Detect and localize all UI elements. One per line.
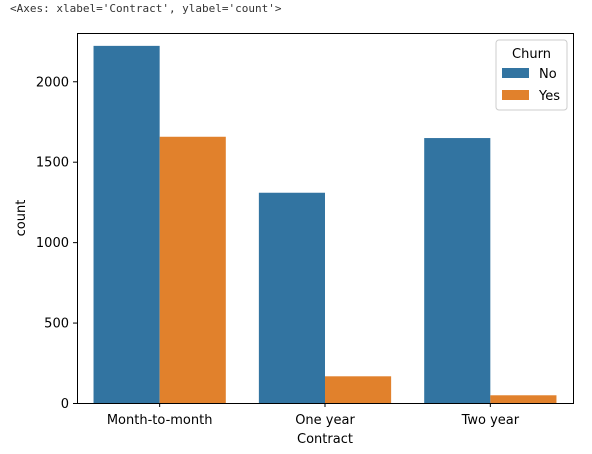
- x-tick-label: Month-to-month: [107, 413, 213, 428]
- bar-yes-month-to-month: [159, 136, 226, 403]
- axes-repr-text: <Axes: xlabel='Contract', ylabel='count'…: [10, 2, 282, 15]
- x-tick-label: Two year: [461, 413, 520, 428]
- legend: Churn No Yes: [495, 39, 568, 111]
- y-tick-label: 500: [44, 317, 69, 332]
- y-axis-label: count: [14, 200, 29, 237]
- x-axis: Month-to-month One year Two year: [107, 403, 520, 428]
- y-tick-label: 1500: [36, 156, 69, 171]
- bar-yes-one-year: [325, 376, 392, 403]
- y-tick-label: 2000: [36, 75, 69, 90]
- bar-yes-two-year: [490, 395, 557, 403]
- bar-no-one-year: [258, 192, 325, 403]
- bar-no-two-year: [424, 138, 491, 404]
- y-axis: 0 500 1000 1500 2000: [36, 75, 77, 412]
- y-tick-label: 0: [61, 397, 69, 412]
- legend-title: Churn: [512, 47, 551, 62]
- legend-label-no: No: [539, 67, 557, 82]
- y-tick-label: 1000: [36, 236, 69, 251]
- x-axis-label: Contract: [297, 432, 353, 447]
- bar-no-month-to-month: [93, 45, 160, 404]
- legend-swatch-yes: [502, 90, 529, 100]
- axes-frame: [77, 33, 574, 404]
- legend-label-yes: Yes: [538, 89, 560, 104]
- plot-area: [93, 45, 557, 404]
- x-tick-label: One year: [295, 413, 355, 428]
- legend-swatch-no: [502, 68, 529, 78]
